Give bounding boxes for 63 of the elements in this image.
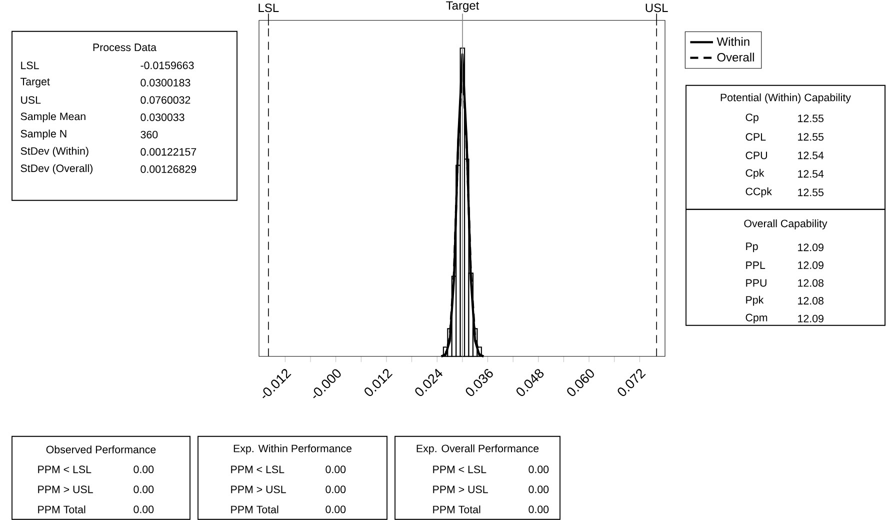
text: StDev (Within) <box>20 146 88 157</box>
text: Target <box>20 78 50 88</box>
text: PPM > USL <box>38 485 93 493</box>
text: -0.0159663 <box>140 61 194 69</box>
text: 12.08 <box>798 296 824 304</box>
text: Cpk <box>746 168 764 179</box>
text: 0.00 <box>528 505 549 513</box>
text: Pp <box>746 242 758 252</box>
text: 12.55 <box>798 114 824 122</box>
text: PPM < LSL <box>38 465 92 473</box>
text: CCpk <box>746 187 772 198</box>
text: PPM Total <box>231 505 278 514</box>
text: Exp. Overall Performance <box>416 444 539 454</box>
text: Overall Capability <box>744 219 828 230</box>
text: 0.00 <box>326 505 346 513</box>
text: 12.09 <box>798 314 824 322</box>
text: 0.00 <box>134 485 154 493</box>
text: 0.00 <box>326 485 346 493</box>
ref-line-label: LSL <box>258 3 279 12</box>
text: Cp <box>746 113 758 124</box>
text: PPM > USL <box>231 485 286 493</box>
text: 360 <box>140 130 158 138</box>
text: Ppk <box>746 296 764 306</box>
text: 0.00 <box>528 465 549 473</box>
text: PPM Total <box>433 505 480 514</box>
text: 0.0300183 <box>140 78 190 86</box>
text: LSL <box>21 61 39 69</box>
text: Observed Performance <box>46 445 156 454</box>
text: 12.09 <box>798 243 824 251</box>
text: 0.00126829 <box>140 165 196 173</box>
text: CPU <box>746 151 767 159</box>
text: 12.55 <box>798 132 824 140</box>
text: CPL <box>746 132 766 140</box>
text: 12.55 <box>798 188 824 196</box>
text: StDev (Overall) <box>20 164 92 174</box>
text: PPU <box>746 279 766 287</box>
legend-label: Within <box>716 36 750 46</box>
text: Process Data <box>93 43 157 51</box>
text: 0.00122157 <box>140 148 196 156</box>
text: 12.09 <box>798 261 824 269</box>
text: PPL <box>746 261 766 269</box>
text: PPM < LSL <box>231 465 284 473</box>
text: 0.00 <box>326 465 346 473</box>
text: 12.54 <box>798 151 824 159</box>
text: 0.00 <box>134 505 154 513</box>
text: PPM < LSL <box>433 465 486 473</box>
text: 12.08 <box>798 279 824 287</box>
text: 0.030033 <box>140 113 184 121</box>
text: Exp. Within Performance <box>234 444 352 454</box>
text: 0.00 <box>134 465 154 473</box>
text: 0.00 <box>528 485 549 493</box>
ref-line-label: Target <box>446 1 480 12</box>
text: PPM > USL <box>433 485 488 493</box>
text: 0.0760032 <box>140 96 190 104</box>
text: Sample Mean <box>20 112 86 122</box>
text: Sample N <box>20 129 66 140</box>
text: USL <box>21 96 41 104</box>
text: Potential (Within) Capability <box>720 93 851 104</box>
text: PPM Total <box>38 505 86 514</box>
text: Cpm <box>746 314 768 324</box>
legend-label: Overall <box>717 52 754 62</box>
text: 12.54 <box>798 170 824 178</box>
ref-line-label: USL <box>646 3 668 12</box>
